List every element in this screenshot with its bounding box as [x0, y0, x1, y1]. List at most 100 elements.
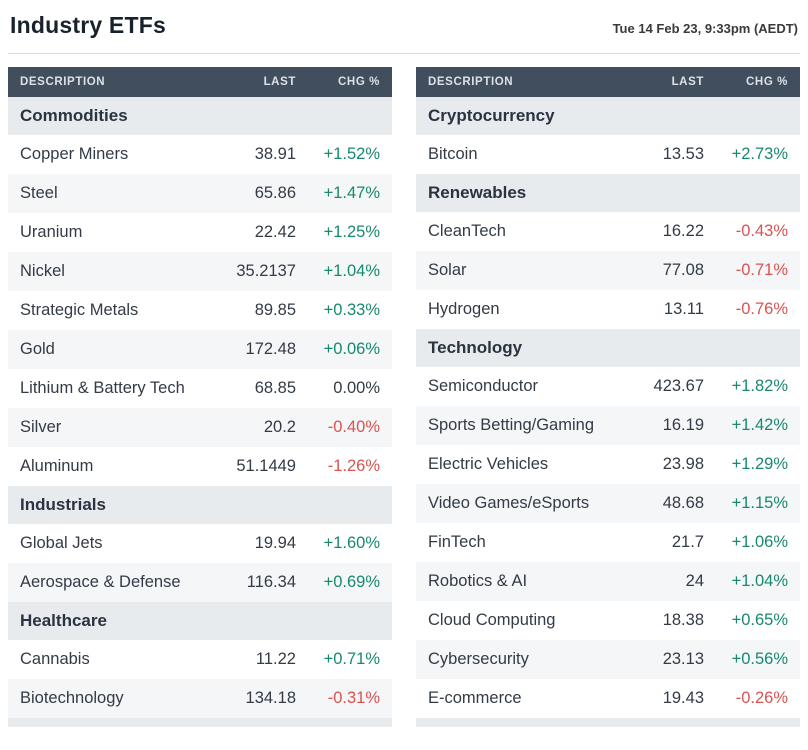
etf-name: Steel: [8, 174, 212, 213]
etf-name: Strategic Metals: [20, 301, 139, 319]
etf-change-percent: +1.04%: [308, 252, 392, 291]
etf-name: Silver: [8, 408, 212, 447]
etf-name: Gold: [8, 330, 212, 369]
etf-last-value: 16.19: [620, 406, 716, 445]
next-section-partial: [8, 718, 392, 727]
etf-row: Silver 20.2 -0.40%: [8, 408, 392, 447]
section-row: Renewables: [416, 174, 800, 212]
etf-table-left: DESCRIPTION LAST CHG % Commodities Copper…: [8, 67, 392, 718]
etf-name: Biotechnology: [8, 679, 212, 718]
table-header: DESCRIPTION LAST CHG %: [416, 67, 800, 97]
etf-row: Robotics & AI 24 +1.04%: [416, 562, 800, 601]
etf-last-value: 24: [620, 562, 716, 601]
etf-row: Strategic Metals 89.85 +0.33%: [8, 291, 392, 330]
etf-row: Aluminum 51.1449 -1.26%: [8, 447, 392, 486]
etf-name: Copper Miners: [20, 145, 129, 163]
etf-change-percent: -0.71%: [716, 251, 800, 290]
etf-change-percent: +1.82%: [731, 377, 788, 395]
etf-last-value: 35.2137: [212, 252, 308, 291]
etf-change-percent: +0.69%: [308, 563, 392, 602]
etf-row: Aerospace & Defense 116.34 +0.69%: [8, 563, 392, 602]
column-header-chg: CHG %: [716, 67, 800, 97]
right-table-column: DESCRIPTION LAST CHG % Cryptocurrency Bit…: [416, 67, 800, 727]
etf-row: Semiconductor 423.67 +1.82%: [416, 367, 800, 406]
etf-change-percent: -0.76%: [735, 300, 788, 318]
etf-row: Cybersecurity 23.13 +0.56%: [416, 640, 800, 679]
etf-last-value: 19.94: [254, 534, 296, 552]
etf-change-percent: +0.71%: [323, 650, 380, 668]
etf-name: Cybersecurity: [416, 640, 620, 679]
etf-last-value: 134.18: [212, 679, 308, 718]
etf-name: Semiconductor: [428, 377, 539, 395]
etf-last-value: 38.91: [254, 145, 296, 163]
etf-last-value: 11.22: [255, 650, 296, 668]
etf-row: Sports Betting/Gaming 16.19 +1.42%: [416, 406, 800, 445]
etf-name: Aluminum: [20, 457, 94, 475]
section-title: Cryptocurrency: [416, 97, 800, 135]
etf-last-value: 68.85: [254, 379, 296, 397]
etf-row: Steel 65.86 +1.47%: [8, 174, 392, 213]
section-title: Commodities: [8, 97, 392, 135]
etf-name: Sports Betting/Gaming: [416, 406, 620, 445]
etf-name: Nickel: [8, 252, 212, 291]
etf-row: Biotechnology 134.18 -0.31%: [8, 679, 392, 718]
etf-change-percent: +0.56%: [716, 640, 800, 679]
page-header: Industry ETFs Tue 14 Feb 23, 9:33pm (AED…: [8, 8, 800, 54]
column-header-description: DESCRIPTION: [8, 67, 212, 97]
etf-change-percent: +2.73%: [731, 145, 788, 163]
etf-change-percent: +1.52%: [323, 145, 380, 163]
etf-name: Lithium & Battery Tech: [20, 379, 185, 397]
etf-change-percent: +1.04%: [716, 562, 800, 601]
etf-last-value: 16.22: [662, 222, 704, 240]
etf-row: Lithium & Battery Tech 68.85 0.00%: [8, 369, 392, 408]
etf-change-percent: -0.43%: [735, 222, 788, 240]
table-header: DESCRIPTION LAST CHG %: [8, 67, 392, 97]
tables-container: DESCRIPTION LAST CHG % Commodities Copper…: [8, 67, 800, 727]
etf-name: Solar: [416, 251, 620, 290]
next-section-partial: [416, 718, 800, 727]
section-title: Industrials: [8, 486, 392, 524]
etf-last-value: 23.98: [662, 455, 704, 473]
etf-row: Hydrogen 13.11 -0.76%: [416, 290, 800, 329]
column-header-last: LAST: [620, 67, 716, 97]
etf-name: CleanTech: [428, 222, 506, 240]
etf-change-percent: -0.26%: [735, 689, 788, 707]
etf-row: Video Games/eSports 48.68 +1.15%: [416, 484, 800, 523]
etf-row: CleanTech 16.22 -0.43%: [416, 212, 800, 251]
etf-row: Cloud Computing 18.38 +0.65%: [416, 601, 800, 640]
etf-change-percent: +1.06%: [731, 533, 788, 551]
column-header-chg: CHG %: [308, 67, 392, 97]
etf-change-percent: +1.15%: [716, 484, 800, 523]
table-header-row: DESCRIPTION LAST CHG %: [8, 67, 392, 97]
etf-last-value: 18.38: [662, 611, 704, 629]
etf-row: Gold 172.48 +0.06%: [8, 330, 392, 369]
etf-name: Hydrogen: [428, 300, 500, 318]
etf-name: FinTech: [428, 533, 486, 551]
etf-change-percent: -1.26%: [327, 457, 380, 475]
etf-change-percent: 0.00%: [333, 379, 380, 397]
etf-change-percent: +0.33%: [323, 301, 380, 319]
etf-change-percent: +1.42%: [716, 406, 800, 445]
etf-last-value: 423.67: [653, 377, 704, 395]
industry-etfs-page: Industry ETFs Tue 14 Feb 23, 9:33pm (AED…: [8, 8, 800, 727]
etf-last-value: 51.1449: [236, 457, 296, 475]
etf-row: Global Jets 19.94 +1.60%: [8, 524, 392, 563]
column-header-last: LAST: [212, 67, 308, 97]
etf-change-percent: +1.29%: [731, 455, 788, 473]
etf-change-percent: -0.40%: [308, 408, 392, 447]
etf-row: Uranium 22.42 +1.25%: [8, 213, 392, 252]
etf-name: Cannabis: [20, 650, 90, 668]
etf-change-percent: +1.47%: [308, 174, 392, 213]
etf-row: Solar 77.08 -0.71%: [416, 251, 800, 290]
etf-last-value: 20.2: [212, 408, 308, 447]
section-row: Healthcare: [8, 602, 392, 640]
etf-last-value: 22.42: [254, 223, 296, 241]
column-header-description: DESCRIPTION: [416, 67, 620, 97]
etf-table-right: DESCRIPTION LAST CHG % Cryptocurrency Bit…: [416, 67, 800, 718]
etf-change-percent: +0.06%: [308, 330, 392, 369]
section-row: Technology: [416, 329, 800, 367]
etf-row: Cannabis 11.22 +0.71%: [8, 640, 392, 679]
etf-row: FinTech 21.7 +1.06%: [416, 523, 800, 562]
etf-name: Aerospace & Defense: [8, 563, 212, 602]
etf-last-value: 21.7: [671, 533, 704, 551]
